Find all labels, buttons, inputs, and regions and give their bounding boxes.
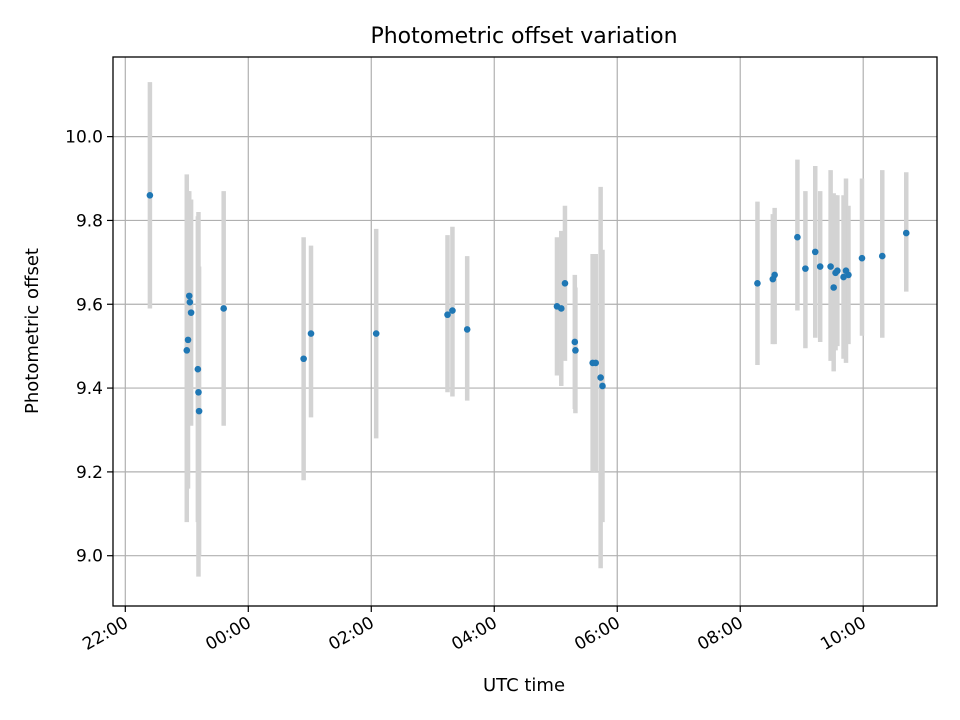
data-point bbox=[463, 326, 471, 333]
data-point bbox=[845, 271, 852, 279]
x-axis-ticks: 22:00 00:00 02:00 04:00 06:00 08:00 10:00 bbox=[79, 606, 870, 655]
x-axis-label: UTC time bbox=[483, 675, 565, 696]
data-point bbox=[827, 263, 834, 270]
data-point bbox=[878, 252, 886, 260]
data-point bbox=[195, 388, 202, 396]
data-point bbox=[816, 263, 824, 270]
grid-layer bbox=[113, 57, 937, 606]
y-axis-ticks: 9.0 9.2 9.4 9.6 9.8 10.0 bbox=[65, 128, 113, 567]
data-point bbox=[811, 248, 819, 256]
data-point bbox=[572, 347, 579, 354]
x-tick-label: 04:00 bbox=[448, 613, 500, 655]
data-point bbox=[186, 298, 194, 306]
errorbar-layer bbox=[147, 82, 909, 577]
y-tick-label: 9.0 bbox=[76, 547, 103, 567]
x-tick-label: 06:00 bbox=[571, 613, 623, 655]
x-tick-label: 22:00 bbox=[79, 613, 131, 655]
point-layer bbox=[146, 191, 910, 415]
x-tick-label: 10:00 bbox=[817, 613, 869, 655]
data-point bbox=[372, 330, 380, 337]
data-point bbox=[146, 191, 154, 199]
plot-frame bbox=[112, 56, 938, 607]
data-point bbox=[571, 338, 579, 346]
data-point bbox=[307, 330, 315, 337]
data-point bbox=[858, 254, 866, 262]
y-tick-label: 10.0 bbox=[65, 128, 103, 148]
data-point bbox=[597, 374, 604, 381]
data-point bbox=[592, 359, 600, 367]
data-point bbox=[184, 336, 192, 344]
y-tick-label: 9.4 bbox=[76, 379, 103, 399]
data-point bbox=[754, 280, 761, 287]
data-point bbox=[220, 305, 227, 312]
data-point bbox=[802, 265, 809, 272]
data-point bbox=[902, 229, 910, 237]
y-axis-label: Photometric offset bbox=[22, 248, 43, 414]
data-point bbox=[187, 309, 195, 316]
y-tick-label: 9.2 bbox=[76, 463, 103, 483]
data-point bbox=[794, 233, 801, 241]
chart-title: Photometric offset variation bbox=[370, 24, 677, 49]
x-tick-label: 08:00 bbox=[694, 613, 746, 655]
data-point bbox=[830, 284, 837, 291]
data-point bbox=[183, 347, 191, 354]
data-point bbox=[185, 292, 193, 300]
data-point bbox=[444, 311, 451, 319]
data-point bbox=[195, 407, 203, 415]
data-point bbox=[557, 305, 565, 312]
data-point bbox=[834, 267, 841, 275]
x-tick-label: 02:00 bbox=[325, 613, 377, 655]
data-point bbox=[300, 355, 307, 363]
data-point bbox=[561, 280, 569, 287]
x-tick-label: 00:00 bbox=[202, 613, 254, 655]
data-point bbox=[599, 382, 606, 390]
data-point bbox=[449, 307, 456, 314]
y-tick-label: 9.6 bbox=[76, 295, 103, 315]
data-point bbox=[771, 271, 778, 279]
y-tick-label: 9.8 bbox=[76, 211, 103, 231]
data-point bbox=[194, 365, 202, 373]
